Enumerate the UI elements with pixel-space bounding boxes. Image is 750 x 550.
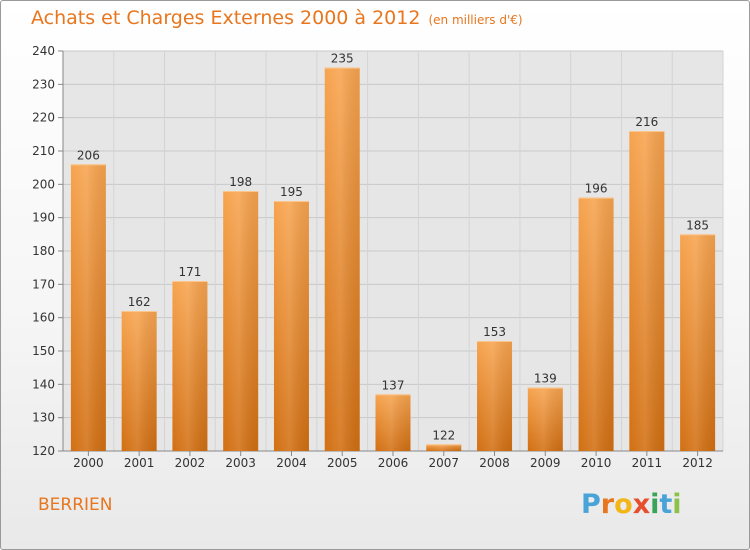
bar-chart: 120 130 140 150 160 170 180 190 200 210 220 230 240 2…: [32, 44, 724, 470]
bar-highlight: [578, 197, 614, 451]
bar-highlight: [527, 387, 563, 451]
y-tick-label: 210: [32, 144, 55, 158]
proxiti-logo: Proxiti: [581, 489, 682, 520]
data-label: 162: [128, 295, 151, 309]
data-label: 139: [534, 372, 557, 386]
place-name: BERRIEN: [38, 495, 113, 515]
logo-letter: i: [672, 489, 682, 520]
data-label: 122: [432, 428, 455, 442]
logo-letter: r: [600, 489, 615, 520]
y-tick-label: 220: [32, 111, 55, 125]
data-label: 171: [178, 265, 201, 279]
bar-highlight: [680, 234, 716, 451]
bar-highlight: [375, 394, 411, 451]
bar-highlight: [426, 444, 462, 451]
x-tick-label: 2012: [682, 456, 713, 470]
y-tick-label: 190: [32, 211, 55, 225]
y-tick-label: 150: [32, 344, 55, 358]
y-tick-label: 140: [32, 377, 55, 391]
bar-highlight: [629, 131, 665, 451]
data-label: 185: [686, 218, 709, 232]
bar-highlight: [70, 164, 106, 452]
x-tick-label: 2002: [175, 456, 206, 470]
bars: [70, 67, 716, 452]
x-tick-label: 2008: [479, 456, 510, 470]
y-tick-label: 200: [32, 177, 55, 191]
bar-highlight: [172, 281, 208, 451]
logo-letter: i: [650, 489, 660, 520]
data-label: 235: [331, 52, 354, 66]
bar-highlight: [273, 201, 309, 451]
y-tick-label: 240: [32, 44, 55, 58]
chart-title-text: Achats et Charges Externes 2000 à 2012: [31, 7, 421, 29]
x-tick-label: 2010: [581, 456, 612, 470]
logo-letter: P: [581, 489, 601, 520]
y-tick-label: 180: [32, 244, 55, 258]
data-label: 195: [280, 185, 303, 199]
x-tick-label: 2005: [327, 456, 358, 470]
labels: 120 130 140 150 160 170 180 190 200 210 220 230 240 2…: [32, 44, 713, 470]
data-label: 137: [382, 378, 405, 392]
y-tick-label: 130: [32, 411, 55, 425]
y-tick-label: 120: [32, 444, 55, 458]
data-label: 153: [483, 325, 506, 339]
x-tick-label: 2007: [428, 456, 459, 470]
x-tick-label: 2003: [225, 456, 256, 470]
logo-letter: o: [614, 489, 633, 520]
bar-highlight: [121, 311, 157, 451]
logo-letter: x: [632, 489, 651, 520]
logo-letter: t: [659, 489, 673, 520]
bar-highlight: [477, 341, 513, 451]
y-tick-label: 230: [32, 77, 55, 91]
bar-highlight: [324, 67, 360, 452]
data-label: 206: [77, 148, 100, 162]
data-label: 216: [635, 115, 658, 129]
x-tick-label: 2004: [276, 456, 307, 470]
y-tick-label: 160: [32, 311, 55, 325]
x-tick-label: 2009: [530, 456, 561, 470]
x-tick-label: 2011: [632, 456, 663, 470]
chart-subtitle: (en milliers d'€): [428, 13, 523, 27]
bar-highlight: [223, 191, 259, 451]
x-tick-label: 2006: [378, 456, 409, 470]
y-tick-label: 170: [32, 277, 55, 291]
chart-title: Achats et Charges Externes 2000 à 2012 (e…: [31, 7, 523, 29]
x-tick-label: 2000: [73, 456, 104, 470]
x-tick-label: 2001: [124, 456, 155, 470]
data-label: 198: [229, 175, 252, 189]
data-label: 196: [585, 182, 608, 196]
